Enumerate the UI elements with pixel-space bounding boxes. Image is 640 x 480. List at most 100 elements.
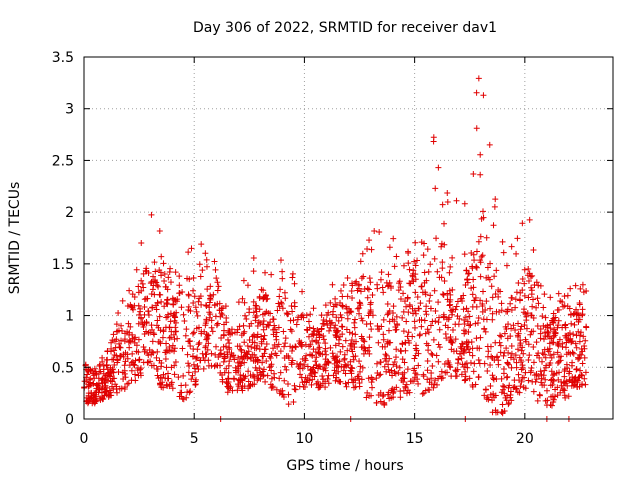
data-point (281, 289, 288, 296)
data-point (575, 374, 582, 381)
data-point (488, 283, 495, 290)
data-point (422, 291, 429, 298)
data-point (93, 393, 100, 400)
data-point (198, 301, 205, 308)
data-point (349, 294, 356, 301)
data-point (166, 268, 173, 275)
data-point (214, 320, 221, 327)
data-point (468, 250, 475, 257)
data-point (284, 381, 291, 388)
data-point (411, 318, 418, 325)
data-point (406, 266, 413, 273)
data-point (226, 358, 233, 365)
data-point (171, 362, 178, 369)
data-point (285, 401, 292, 408)
data-point (303, 379, 310, 386)
data-point (386, 307, 393, 314)
data-point (582, 381, 589, 388)
data-point (571, 381, 578, 388)
data-point (504, 373, 511, 380)
data-point (311, 369, 318, 376)
data-point (254, 331, 261, 338)
data-point (498, 409, 505, 416)
data-point (235, 299, 242, 306)
data-point (283, 310, 290, 317)
data-point (312, 369, 319, 376)
data-point (289, 357, 296, 364)
data-point (502, 323, 509, 330)
data-point (487, 305, 494, 312)
data-point (202, 351, 209, 358)
data-point (475, 356, 482, 363)
data-point (313, 338, 320, 345)
data-point (508, 307, 515, 314)
data-point (91, 365, 98, 372)
data-point (539, 358, 546, 365)
data-point (500, 249, 507, 256)
data-point (203, 318, 210, 325)
data-point (310, 332, 317, 339)
data-point (477, 273, 484, 280)
data-point (243, 315, 250, 322)
data-point (149, 338, 156, 345)
data-point (257, 369, 264, 376)
data-point (215, 354, 222, 361)
data-point (575, 356, 582, 363)
data-point (453, 303, 460, 310)
data-point (507, 300, 514, 307)
data-point (226, 344, 233, 351)
data-point (149, 348, 156, 355)
data-point (250, 255, 257, 262)
data-point (300, 383, 307, 390)
data-point (191, 293, 198, 300)
data-point (209, 328, 216, 335)
data-point (313, 361, 320, 368)
data-point (573, 378, 580, 385)
data-point (412, 370, 419, 377)
data-point (141, 303, 148, 310)
data-point (171, 345, 178, 352)
chart-title: Day 306 of 2022, SRMTID for receiver dav… (193, 20, 497, 36)
data-point (378, 323, 385, 330)
data-point (196, 261, 203, 268)
data-point (569, 359, 576, 366)
data-point (396, 278, 403, 285)
y-tick-label: 1 (65, 309, 74, 325)
data-point (386, 244, 393, 251)
data-point (561, 293, 568, 300)
data-point (320, 336, 327, 343)
data-point (319, 320, 326, 327)
data-point (364, 294, 371, 301)
data-point (156, 338, 163, 345)
data-point (245, 378, 252, 385)
data-point (490, 222, 497, 229)
data-point (356, 379, 363, 386)
data-point (515, 320, 522, 327)
data-point (211, 363, 218, 370)
data-point (214, 279, 221, 286)
data-point (268, 271, 275, 278)
data-point (289, 270, 296, 277)
data-point (255, 319, 262, 326)
data-point (327, 344, 334, 351)
data-point (425, 386, 432, 393)
data-point (212, 266, 219, 273)
data-point (149, 286, 156, 293)
data-point (260, 336, 267, 343)
data-point (399, 371, 406, 378)
data-point (304, 327, 311, 334)
data-point (103, 357, 110, 364)
data-point (494, 353, 501, 360)
data-point (484, 367, 491, 374)
data-point (350, 353, 357, 360)
data-point (335, 363, 342, 370)
data-point (359, 250, 366, 257)
data-point (368, 374, 375, 381)
data-point (549, 393, 556, 400)
data-point (138, 277, 145, 284)
data-point (455, 321, 462, 328)
data-point (528, 364, 535, 371)
data-point (208, 350, 215, 357)
data-point (519, 344, 526, 351)
data-point (580, 333, 587, 340)
